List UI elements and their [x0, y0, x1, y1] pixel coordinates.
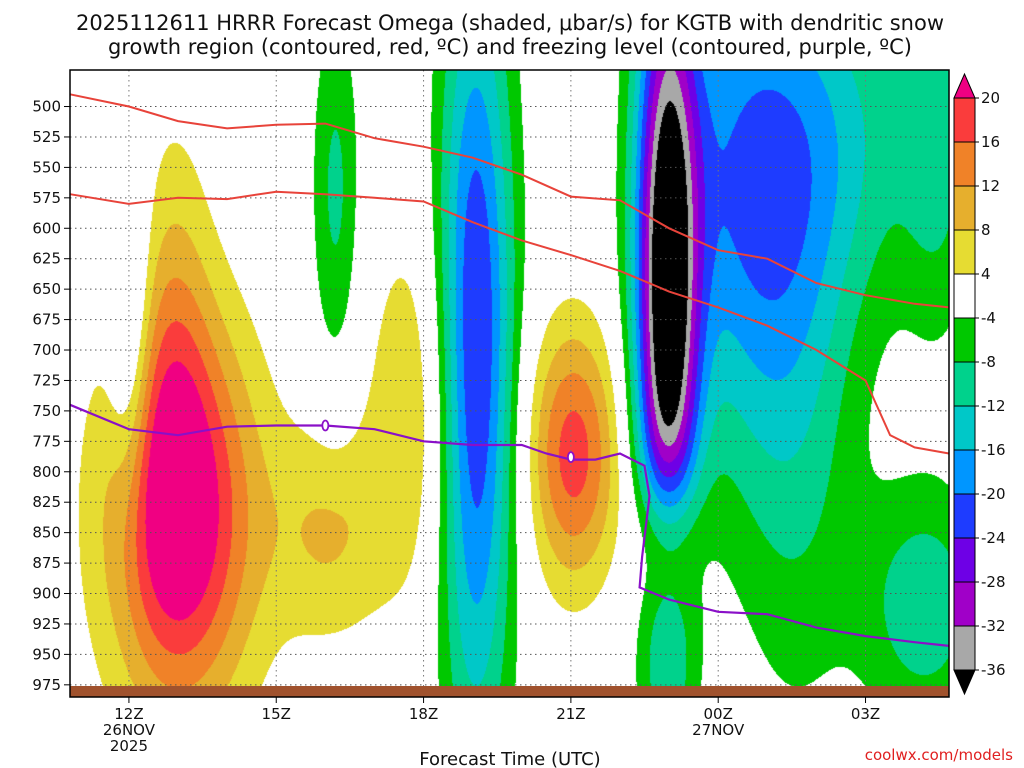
y-tick-label: 925 — [32, 615, 61, 633]
terrain-surface — [70, 686, 949, 697]
x-tick-label: 03Z — [851, 705, 880, 723]
y-tick-label: 650 — [32, 280, 61, 298]
x-axis-label: Forecast Time (UTC) — [419, 749, 600, 768]
y-tick-label: 800 — [32, 463, 61, 481]
contour-layer — [69, 93, 950, 647]
x-tick-label: 00Z — [704, 705, 733, 723]
colorbar-swatch — [953, 449, 976, 495]
colorbar-label: 4 — [981, 265, 991, 283]
freezing-level-line — [69, 403, 950, 647]
omega-shaded-field — [70, 70, 949, 697]
colorbar-swatch — [953, 625, 976, 671]
y-tick-label: 900 — [32, 585, 61, 603]
colorbar-swatch — [953, 493, 976, 539]
colorbar-swatch — [953, 317, 976, 363]
colorbar-top-arrow — [953, 72, 976, 99]
y-tick-label: 625 — [32, 250, 61, 268]
dgz-contour-line — [69, 190, 950, 455]
y-tick-label: 875 — [32, 554, 61, 572]
x-tick-label: 21Z — [556, 705, 585, 723]
y-tick-label: 550 — [32, 158, 61, 176]
y-tick-label: 675 — [32, 311, 61, 329]
x-tick-label: 12Z — [114, 705, 143, 723]
colorbar-swatch — [953, 581, 976, 627]
colorbar-label: -28 — [981, 573, 1006, 591]
colorbar-label: -12 — [981, 397, 1006, 415]
y-tick-label: 600 — [32, 219, 61, 237]
x-tick-label: 15Z — [262, 705, 291, 723]
colorbar-swatch — [953, 185, 976, 231]
y-tick-label: 500 — [32, 98, 61, 116]
colorbar-label: -32 — [981, 617, 1006, 635]
freezing-level-label-marker — [321, 419, 330, 432]
colorbar-label: -4 — [981, 309, 996, 327]
colorbar-swatch — [953, 141, 976, 187]
colorbar-label: -16 — [981, 441, 1006, 459]
y-tick-label: 725 — [32, 371, 61, 389]
colorbar: -36 -32 -28 -24 -20 -16 -12 -8 -4 4 8 12 16 20 — [953, 72, 1006, 696]
y-tick-label: 950 — [32, 645, 61, 663]
colorbar-swatch — [953, 273, 976, 319]
y-axis-pressure: 500 525 550 575 600 625 650 675 700 725 750 775 800 8… — [32, 98, 70, 694]
dgz-contour-line — [69, 93, 950, 309]
x-tick-label: 18Z — [409, 705, 438, 723]
x-tick-label: 2025 — [110, 737, 148, 755]
colorbar-label: -8 — [981, 353, 996, 371]
colorbar-swatch — [953, 537, 976, 583]
x-tick-label: 26NOV — [103, 721, 156, 739]
colorbar-label: -20 — [981, 485, 1006, 503]
colorbar-swatch — [953, 405, 976, 451]
y-tick-label: 700 — [32, 341, 61, 359]
y-tick-label: 750 — [32, 402, 61, 420]
colorbar-bottom-arrow — [953, 669, 976, 696]
colorbar-label: 20 — [981, 89, 1000, 107]
y-tick-label: 825 — [32, 493, 61, 511]
colorbar-swatch — [953, 229, 976, 275]
y-tick-label: 775 — [32, 432, 61, 450]
y-tick-label: 975 — [32, 676, 61, 694]
x-tick-label: 27NOV — [692, 721, 745, 739]
chart-title-line-1: 2025112611 HRRR Forecast Omega (shaded, … — [76, 11, 944, 35]
omega-shading-layer — [70, 70, 949, 697]
colorbar-label: 12 — [981, 177, 1000, 195]
colorbar-label: 16 — [981, 133, 1000, 151]
colorbar-label: 8 — [981, 221, 991, 239]
y-tick-label: 850 — [32, 524, 61, 542]
colorbar-swatch — [953, 97, 976, 143]
y-tick-label: 575 — [32, 189, 61, 207]
chart-title-line-2: growth region (contoured, red, ºC) and f… — [108, 35, 912, 59]
plot-frame — [69, 69, 950, 698]
y-tick-label: 525 — [32, 128, 61, 146]
freezing-level-label-marker — [566, 451, 575, 464]
credit-text[interactable]: coolwx.com/models — [865, 746, 1013, 764]
colorbar-swatch — [953, 361, 976, 407]
colorbar-label: -36 — [981, 661, 1006, 679]
colorbar-label: -24 — [981, 529, 1006, 547]
